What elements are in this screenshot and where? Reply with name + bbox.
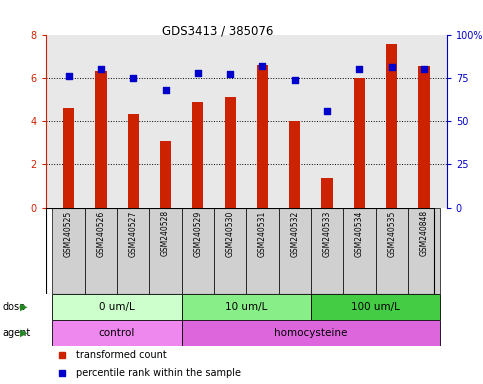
Text: GSM240527: GSM240527 (128, 210, 138, 257)
Bar (95, 71, 107, 208)
Bar (311, 294, 440, 320)
Bar (246, 208, 279, 294)
Point (65, 73, 72, 79)
Bar (322, 179, 333, 208)
Text: percentile rank within the sample: percentile rank within the sample (76, 368, 241, 378)
Bar (117, 208, 149, 294)
Bar (52, 320, 182, 346)
Text: GSM240529: GSM240529 (193, 210, 202, 257)
Point (129, 75, 137, 81)
Point (97, 66, 105, 72)
Text: 10 um/L: 10 um/L (225, 302, 268, 312)
Text: GSM240534: GSM240534 (355, 210, 364, 257)
Point (194, 70, 202, 76)
Bar (192, 102, 203, 208)
Text: ▶: ▶ (20, 328, 28, 338)
Text: GSM240530: GSM240530 (226, 210, 235, 257)
Text: control: control (99, 328, 135, 338)
Bar (289, 121, 300, 208)
Text: transformed count: transformed count (76, 350, 167, 360)
Text: dose: dose (2, 302, 26, 312)
Bar (85, 208, 117, 294)
Text: GSM240526: GSM240526 (96, 210, 105, 257)
Bar (311, 208, 343, 294)
Bar (182, 208, 214, 294)
Text: GSM240525: GSM240525 (64, 210, 73, 257)
Point (162, 87, 170, 93)
Bar (354, 78, 365, 208)
Bar (182, 320, 440, 346)
Text: 0 um/L: 0 um/L (99, 302, 135, 312)
Bar (408, 208, 440, 294)
Point (420, 66, 428, 72)
Text: agent: agent (2, 328, 30, 338)
Text: GSM240533: GSM240533 (323, 210, 332, 257)
Point (355, 66, 363, 72)
Bar (52, 208, 85, 294)
Text: GSM240535: GSM240535 (387, 210, 397, 257)
Bar (160, 141, 171, 208)
Point (323, 108, 331, 114)
Text: ▶: ▶ (20, 302, 28, 312)
Text: GSM240532: GSM240532 (290, 210, 299, 257)
Text: GSM240528: GSM240528 (161, 210, 170, 257)
Bar (149, 208, 182, 294)
Bar (182, 294, 311, 320)
Bar (52, 294, 182, 320)
Point (388, 65, 396, 71)
Text: homocysteine: homocysteine (274, 328, 348, 338)
Bar (376, 208, 408, 294)
Bar (418, 66, 430, 208)
Bar (214, 208, 246, 294)
Bar (257, 65, 268, 208)
Point (258, 63, 266, 69)
Bar (279, 208, 311, 294)
Bar (128, 114, 139, 208)
Bar (63, 108, 74, 208)
Point (291, 76, 298, 83)
Text: GSM240848: GSM240848 (420, 210, 428, 257)
Bar (386, 44, 398, 208)
Text: GDS3413 / 385076: GDS3413 / 385076 (162, 25, 273, 38)
Text: 100 um/L: 100 um/L (351, 302, 400, 312)
Bar (343, 208, 376, 294)
Point (227, 71, 234, 78)
Bar (225, 97, 236, 208)
Text: GSM240531: GSM240531 (258, 210, 267, 257)
